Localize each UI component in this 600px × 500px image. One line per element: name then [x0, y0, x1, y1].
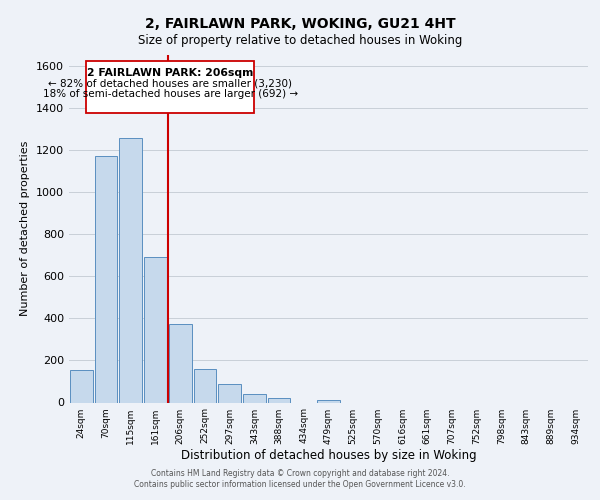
Text: Contains public sector information licensed under the Open Government Licence v3: Contains public sector information licen…: [134, 480, 466, 489]
Text: ← 82% of detached houses are smaller (3,230): ← 82% of detached houses are smaller (3,…: [49, 78, 292, 88]
Text: 2 FAIRLAWN PARK: 206sqm: 2 FAIRLAWN PARK: 206sqm: [87, 68, 254, 78]
Bar: [70, 370, 93, 402]
Text: Size of property relative to detached houses in Woking: Size of property relative to detached ho…: [138, 34, 462, 47]
Bar: [317, 400, 340, 402]
X-axis label: Distribution of detached houses by size in Woking: Distribution of detached houses by size …: [181, 450, 476, 462]
Text: 2, FAIRLAWN PARK, WOKING, GU21 4HT: 2, FAIRLAWN PARK, WOKING, GU21 4HT: [145, 18, 455, 32]
Bar: [268, 398, 290, 402]
Bar: [218, 384, 241, 402]
Bar: [95, 156, 118, 402]
Bar: [169, 324, 191, 402]
Bar: [243, 394, 266, 402]
Y-axis label: Number of detached properties: Number of detached properties: [20, 141, 31, 316]
Bar: [194, 369, 216, 402]
Bar: [144, 257, 167, 402]
Text: 18% of semi-detached houses are larger (692) →: 18% of semi-detached houses are larger (…: [43, 88, 298, 99]
Bar: [86, 62, 254, 113]
Text: Contains HM Land Registry data © Crown copyright and database right 2024.: Contains HM Land Registry data © Crown c…: [151, 468, 449, 477]
Bar: [119, 138, 142, 402]
